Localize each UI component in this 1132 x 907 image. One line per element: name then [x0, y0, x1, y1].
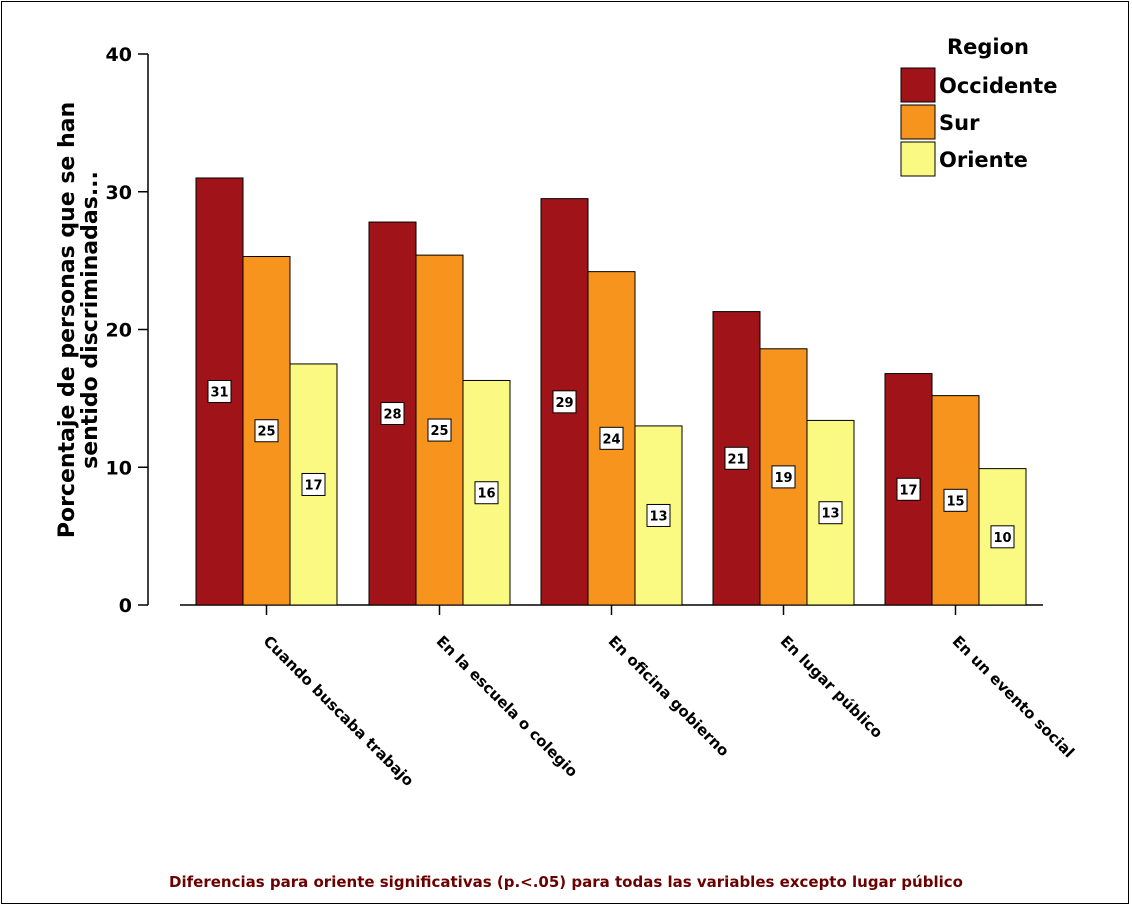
- data-label: 15: [946, 494, 964, 509]
- data-label: 13: [649, 509, 667, 524]
- data-label-box: [207, 379, 232, 403]
- category-label: Cuando buscaba trabajo: [260, 632, 418, 790]
- bars: [195, 177, 1027, 606]
- data-label-box: [552, 390, 577, 414]
- category-label: En lugar público: [777, 632, 887, 742]
- data-label-box: [943, 488, 968, 512]
- data-label-box: [818, 501, 843, 525]
- legend: Region Occidente Sur Oriente: [900, 35, 1057, 177]
- footnote: Diferencias para oriente significativas …: [169, 873, 963, 891]
- y-tick-label: 10: [106, 457, 132, 479]
- legend-label: Sur: [939, 111, 980, 135]
- legend-title: Region: [947, 35, 1029, 59]
- data-label-box: [301, 472, 326, 496]
- y-tick-label: 40: [106, 44, 132, 66]
- data-label: 25: [257, 425, 275, 440]
- y-axis-label-line-2: sentido discriminadas...: [78, 171, 103, 469]
- data-label: 16: [477, 487, 495, 502]
- y-axis-label-line-1: Porcentaje de personas que se han: [55, 102, 80, 538]
- category-label: En un evento social: [949, 632, 1078, 761]
- data-label-box: [896, 477, 921, 501]
- category-label: En la escuela o colegio: [433, 632, 582, 781]
- bar: [415, 254, 464, 606]
- data-label-box: [254, 419, 279, 443]
- data-label-box: [474, 481, 499, 505]
- data-label-box: [724, 446, 749, 470]
- data-label-box: [427, 418, 452, 442]
- data-label: 29: [555, 396, 573, 411]
- data-label: 31: [210, 385, 228, 400]
- data-label: 10: [993, 531, 1011, 546]
- data-labels: 31 25 17 28 25 16 29 24 13 21 19 13 17 15 10: [207, 379, 1015, 549]
- data-label: 17: [304, 478, 322, 493]
- y-tick-label: 0: [119, 595, 132, 617]
- legend-label: Oriente: [939, 148, 1028, 172]
- data-label-box: [599, 426, 624, 450]
- data-label: 13: [821, 507, 839, 522]
- legend-swatch: [900, 104, 936, 140]
- data-label: 25: [430, 424, 448, 439]
- y-tick-label: 30: [106, 182, 132, 204]
- legend-swatch: [900, 67, 936, 103]
- data-label-box: [990, 525, 1015, 549]
- data-label: 19: [774, 471, 792, 486]
- y-axis-label: Porcentaje de personas que se han sentid…: [55, 102, 103, 538]
- y-tick-label: 20: [106, 320, 132, 342]
- category-labels: Cuando buscaba trabajo En la escuela o co…: [260, 605, 1078, 790]
- data-label: 28: [383, 408, 401, 423]
- bar: [368, 221, 417, 606]
- category-label: En oficina gobierno: [605, 632, 733, 760]
- data-label: 24: [602, 432, 620, 447]
- data-label: 17: [899, 483, 917, 498]
- data-label-box: [380, 402, 405, 426]
- legend-swatch: [900, 141, 936, 177]
- data-label-box: [771, 465, 796, 489]
- data-label-box: [646, 503, 671, 527]
- data-label: 21: [727, 452, 745, 467]
- legend-label: Occidente: [939, 74, 1057, 98]
